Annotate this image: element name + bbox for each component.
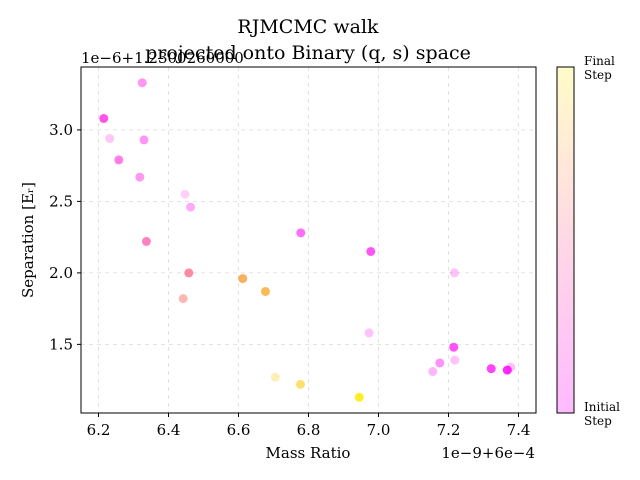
- data-point: [502, 365, 512, 375]
- data-points: [99, 78, 516, 402]
- colorbar-bottom-label-line1: Initial: [584, 400, 620, 414]
- data-point: [449, 342, 459, 352]
- colorbar: [556, 66, 575, 414]
- data-point: [435, 358, 445, 368]
- x-offset-text: 1e−9+6e−4: [441, 444, 535, 462]
- data-point: [135, 172, 145, 182]
- x-tick-label: 6.2: [87, 421, 111, 439]
- y-tick-label: 2.0: [49, 264, 73, 282]
- data-point: [178, 294, 188, 304]
- chart-title-line2: projected onto Binary (q, s) space: [145, 42, 471, 64]
- x-axis-label: Mass Ratio: [266, 444, 351, 462]
- data-point: [141, 236, 151, 246]
- x-tick-label: 7.0: [367, 421, 391, 439]
- y-tick-label: 1.5: [49, 335, 73, 353]
- data-point: [270, 372, 280, 382]
- x-tick-label: 7.2: [437, 421, 461, 439]
- y-offset-text: 1e−6+1.2300260000: [81, 49, 244, 67]
- data-point: [180, 189, 190, 199]
- data-point: [366, 246, 376, 256]
- y-axis-label: Separation [Eᵣ]: [19, 182, 37, 298]
- data-point: [428, 367, 438, 377]
- x-tick-label: 6.6: [227, 421, 251, 439]
- grid-lines: [81, 67, 536, 413]
- data-point: [364, 328, 374, 338]
- colorbar-top-label-line1: Final: [584, 54, 615, 68]
- data-point: [506, 362, 516, 372]
- colorbar-top-label-line2: Step: [584, 68, 612, 82]
- axis-ticks: 6.2 6.4 6.6 6.8 7.0 7.2 7.4 1.5 2.0 2.5 3.0: [49, 121, 530, 439]
- data-point: [354, 392, 364, 402]
- data-point: [295, 379, 305, 389]
- data-point: [184, 268, 194, 278]
- colorbar-bottom-label-line2: Step: [584, 414, 612, 428]
- y-tick-label: 2.5: [49, 192, 73, 210]
- data-point: [114, 155, 124, 165]
- data-point: [296, 228, 306, 238]
- data-point: [450, 355, 460, 365]
- data-point: [139, 135, 149, 145]
- x-tick-label: 6.4: [157, 421, 181, 439]
- data-point: [137, 78, 147, 88]
- data-point: [238, 274, 248, 284]
- data-point: [260, 286, 270, 296]
- data-point: [99, 113, 109, 123]
- x-tick-label: 6.8: [297, 421, 321, 439]
- x-tick-label: 7.4: [507, 421, 531, 439]
- colorbar-top-label: Final Step: [584, 54, 619, 82]
- colorbar-bottom-label: Initial Step: [584, 400, 624, 428]
- data-point: [449, 268, 459, 278]
- data-point: [105, 133, 115, 143]
- chart-title-line2-text: projected onto Binary (q, s) space: [145, 42, 471, 64]
- data-point: [486, 364, 496, 374]
- data-point: [186, 202, 196, 212]
- y-tick-label: 3.0: [49, 121, 73, 139]
- chart-title-line1: RJMCMC walk: [237, 16, 379, 38]
